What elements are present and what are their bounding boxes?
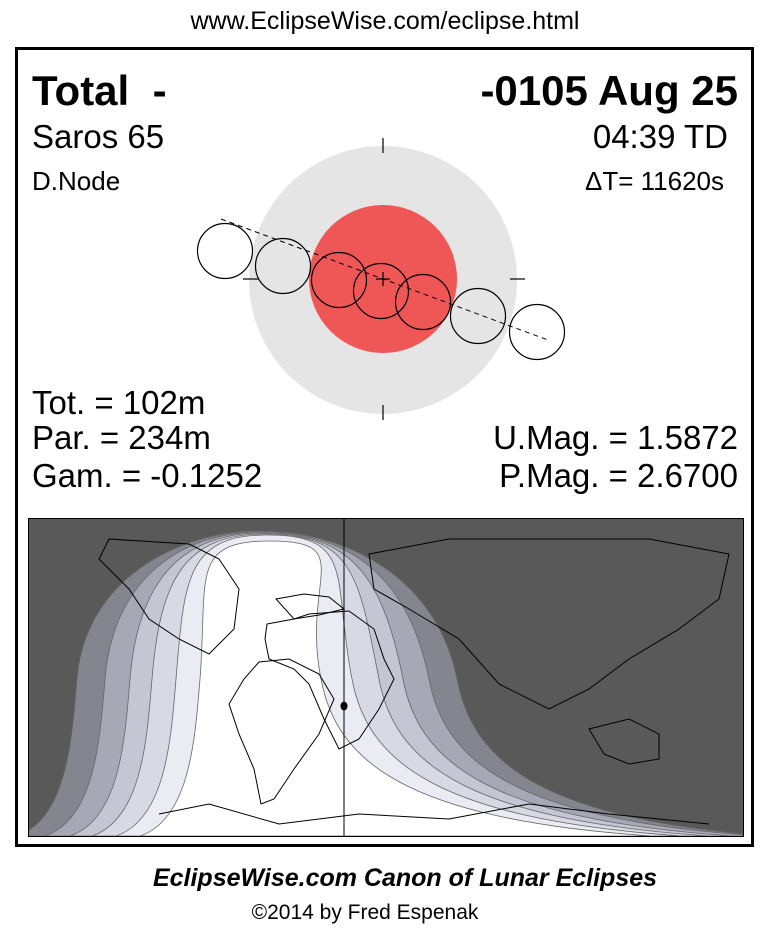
continent-outline: [158, 803, 710, 825]
shadow-diagram: [196, 138, 566, 420]
moon-circle: [196, 222, 254, 280]
eclipse-type: Total -: [32, 67, 167, 114]
penumbral-magnitude: P.Mag. = 2.6700: [499, 457, 738, 494]
eclipse-date: -0105 Aug 25: [480, 67, 738, 114]
axis-ticks: [243, 138, 525, 420]
footer-title: EclipseWise.com Canon of Lunar Eclipses: [152, 864, 658, 892]
continent-outline: [228, 658, 335, 805]
visibility-map-svg: [29, 519, 743, 836]
delta-t: ΔT= 11620s: [584, 166, 724, 196]
copyright: ©2014 by Fred Espenak: [251, 901, 479, 924]
saros-number: Saros 65: [32, 118, 165, 155]
moon-circle: [310, 251, 368, 309]
moon-circle: [352, 262, 410, 320]
continent-outline: [98, 538, 240, 655]
umbral-magnitude: U.Mag. = 1.5872: [493, 419, 738, 456]
source-url: www.EclipseWise.com/eclipse.html: [190, 7, 580, 35]
eclipse-time: 04:39 TD: [592, 118, 728, 155]
visibility-map: [28, 518, 744, 837]
moon-circle: [394, 273, 452, 331]
continent-outline: [588, 718, 660, 765]
moon-positions: [196, 222, 566, 361]
illumination-band: [139, 540, 652, 836]
totality-duration: Tot. = 102m: [32, 384, 206, 421]
node-label: D.Node: [32, 166, 121, 196]
moon-circle: [254, 237, 312, 295]
moon-circle: [449, 287, 507, 345]
greatest-eclipse-point: [340, 701, 348, 711]
partial-duration: Par. = 234m: [32, 419, 211, 456]
moon-circle: [508, 303, 566, 361]
gamma-value: Gam. = -0.1252: [32, 457, 263, 494]
eclipse-panel: [15, 47, 754, 847]
continent-outline: [368, 538, 730, 710]
